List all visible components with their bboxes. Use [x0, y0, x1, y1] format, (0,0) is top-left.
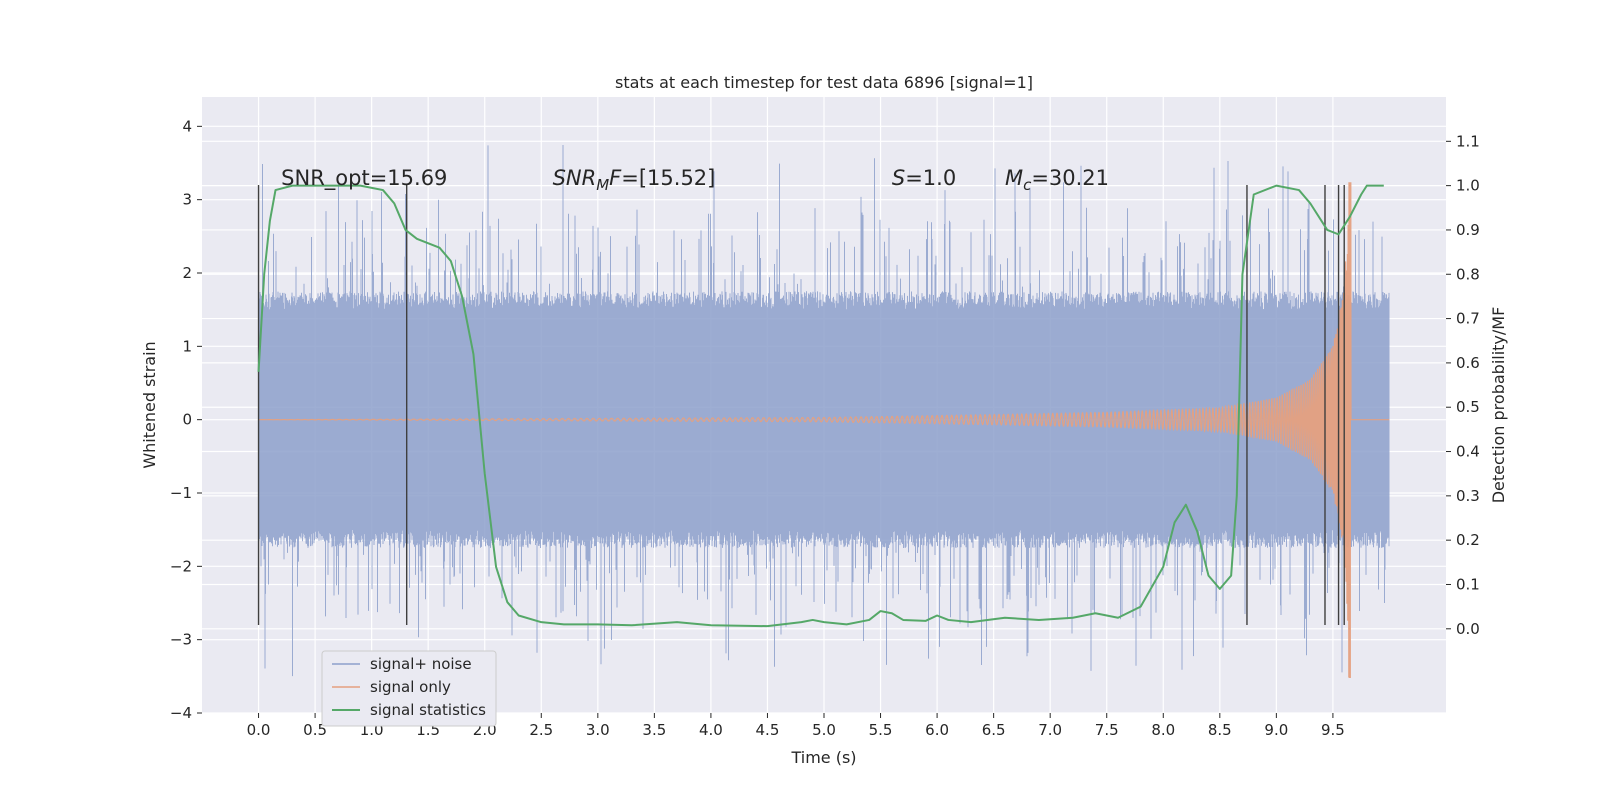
x-tick-label: 6.5 [982, 721, 1006, 739]
y-right-tick-label: 0.3 [1456, 487, 1480, 505]
legend-label: signal only [370, 678, 451, 696]
y-right-tick-label: 0.4 [1456, 443, 1480, 461]
annotations: SNR_opt=15.69 SNRMF=[15.52] S=1.0 Mc=30.21 [281, 166, 1109, 194]
y-tick-label: 4 [182, 117, 192, 135]
y-tick-label: −2 [170, 557, 192, 575]
x-tick-label: 0.5 [303, 721, 327, 739]
y-right-tick-label: 0.9 [1456, 221, 1480, 239]
legend-label: signal statistics [370, 701, 486, 719]
annotation-snr-mf: SNRMF=[15.52] [553, 166, 716, 194]
y-right-tick-label: 0.0 [1456, 620, 1480, 638]
y-tick-label: 3 [182, 191, 192, 209]
y-tick-label: 2 [182, 264, 192, 282]
x-axis-label: Time (s) [790, 748, 856, 767]
annotation-mc: Mc=30.21 [1005, 166, 1109, 194]
legend-box [321, 650, 497, 727]
x-tick-label: 4.0 [699, 721, 723, 739]
x-tick-label: 3.0 [586, 721, 610, 739]
x-tick-label: 9.5 [1321, 721, 1345, 739]
legend-items: signal+ noise signal only signal statistic… [332, 655, 486, 719]
x-tick-label: 7.0 [1038, 721, 1062, 739]
y-right-tick-label: 0.2 [1456, 531, 1480, 549]
y-axis-label: Whitened strain [140, 341, 159, 468]
x-tick-label: 8.5 [1208, 721, 1232, 739]
y-tick-label: −1 [170, 484, 192, 502]
y-right-tick-label: 0.1 [1456, 575, 1480, 593]
y-axis-right-label: Detection probability/MF [1489, 307, 1508, 504]
x-tick-label: 6.0 [925, 721, 949, 739]
x-tick-label: 0.0 [247, 721, 271, 739]
annotation-snr-opt: SNR_opt=15.69 [281, 166, 447, 191]
x-tick-label: 5.5 [869, 721, 893, 739]
x-tick-label: 4.5 [756, 721, 780, 739]
y-right-tick-label: 1.1 [1456, 132, 1480, 150]
y-right-tick-label: 0.5 [1456, 398, 1480, 416]
y-right-tick-label: 0.7 [1456, 310, 1480, 328]
y-tick-label: −3 [170, 631, 192, 649]
signal-only-series [258, 182, 1390, 679]
plot-layer [257, 145, 1390, 679]
chart-title: stats at each timestep for test data 689… [615, 73, 1033, 92]
y-tick-label: −4 [170, 704, 192, 722]
legend-label: signal+ noise [370, 655, 472, 673]
annotation-s: S=1.0 [892, 166, 956, 190]
x-tick-label: 7.5 [1095, 721, 1119, 739]
x-tick-label: 9.0 [1264, 721, 1288, 739]
y-tick-label: 0 [182, 411, 192, 429]
y-right-tick-label: 0.6 [1456, 354, 1480, 372]
y-tick-label: 1 [182, 337, 192, 355]
x-tick-label: 2.5 [529, 721, 553, 739]
signal-statistics-series [257, 184, 1384, 628]
y-right-tick-label: 1.0 [1456, 177, 1480, 195]
x-tick-label: 3.5 [642, 721, 666, 739]
x-tick-label: 5.0 [812, 721, 836, 739]
axes: 0.0 0.5 1.0 1.5 2.0 2.5 3.0 3.5 4.0 4.5 5.0 5.5 6.0 6… [170, 117, 1480, 739]
y-right-tick-label: 0.8 [1456, 265, 1480, 283]
legend: signal+ noise signal only signal statistic… [321, 650, 497, 727]
x-tick-label: 8.0 [1151, 721, 1175, 739]
